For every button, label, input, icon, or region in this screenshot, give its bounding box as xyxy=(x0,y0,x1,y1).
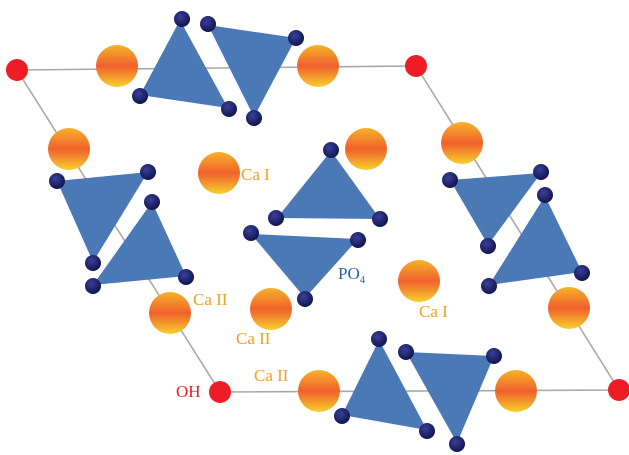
label-oh: OH xyxy=(176,382,201,401)
label-ca2-center: Ca II xyxy=(236,329,271,348)
oh-atom xyxy=(6,59,28,81)
oxygen-atom xyxy=(288,30,304,46)
calcium-atom xyxy=(495,370,537,412)
oxygen-atom xyxy=(419,423,435,439)
oxygen-atom xyxy=(297,291,313,307)
po4-tetrahedron xyxy=(93,202,186,285)
calcium-atom xyxy=(149,292,191,334)
oxygen-atom xyxy=(574,265,590,281)
po4-tetrahedron xyxy=(140,20,228,108)
oxygen-atom xyxy=(449,436,465,452)
calcium-atom xyxy=(298,370,340,412)
oxygen-atom xyxy=(442,172,458,188)
oxygen-atom xyxy=(178,269,194,285)
oxygen-atoms xyxy=(49,11,590,452)
calcium-atom xyxy=(548,287,590,329)
oxygen-atom xyxy=(398,344,414,360)
po4-tetrahedra xyxy=(57,20,582,443)
oxygen-atom xyxy=(372,211,388,227)
oxygen-atom xyxy=(132,88,148,104)
label-ca2-left: Ca II xyxy=(193,290,228,309)
oh-atom xyxy=(209,381,231,403)
oxygen-atom xyxy=(246,110,262,126)
oxygen-atom xyxy=(144,194,160,210)
po4-tetrahedron xyxy=(277,151,380,219)
oxygen-atom xyxy=(371,331,387,347)
po4-tetrahedron xyxy=(208,25,296,117)
oxygen-atom xyxy=(533,164,549,180)
po4-tetrahedron xyxy=(342,340,427,430)
oxygen-atom xyxy=(174,11,190,27)
oxygen-atom xyxy=(480,238,496,254)
calcium-atom xyxy=(297,45,339,87)
calcium-atom xyxy=(48,128,90,170)
po4-tetrahedron xyxy=(57,172,148,262)
labels: Ca I Ca I Ca II Ca II Ca II PO4 OH xyxy=(176,165,448,401)
calcium-atoms xyxy=(48,45,590,412)
label-po4: PO4 xyxy=(338,264,366,286)
oxygen-atom xyxy=(85,278,101,294)
calcium-atom xyxy=(96,45,138,87)
label-po4-subscript: 4 xyxy=(360,274,366,286)
oxygen-atom xyxy=(200,16,216,32)
oh-atom xyxy=(608,379,629,401)
label-ca1-right: Ca I xyxy=(419,302,448,321)
oxygen-atom xyxy=(221,101,237,117)
oxygen-atom xyxy=(350,232,366,248)
label-po4-main: PO xyxy=(338,264,360,283)
po4-tetrahedron xyxy=(450,173,541,245)
oxygen-atom xyxy=(486,348,502,364)
oxygen-atom xyxy=(268,210,284,226)
calcium-atom xyxy=(198,152,240,194)
oxygen-atom xyxy=(323,142,339,158)
po4-tetrahedron xyxy=(406,352,494,443)
calcium-atom xyxy=(441,122,483,164)
oxygen-atom xyxy=(334,408,350,424)
calcium-atom xyxy=(345,128,387,170)
po4-tetrahedron xyxy=(489,196,582,285)
oxygen-atom xyxy=(243,225,259,241)
oxygen-atom xyxy=(481,278,497,294)
label-ca1-center: Ca I xyxy=(241,165,270,184)
oh-atom xyxy=(405,55,427,77)
po4-tetrahedron xyxy=(251,234,358,298)
label-ca2-bottom: Ca II xyxy=(254,366,289,385)
calcium-atom xyxy=(398,260,440,302)
calcium-atom xyxy=(250,288,292,330)
hydroxide-atoms xyxy=(6,55,629,403)
oxygen-atom xyxy=(537,187,553,203)
oxygen-atom xyxy=(85,255,101,271)
oxygen-atom xyxy=(49,173,65,189)
oxygen-atom xyxy=(140,164,156,180)
